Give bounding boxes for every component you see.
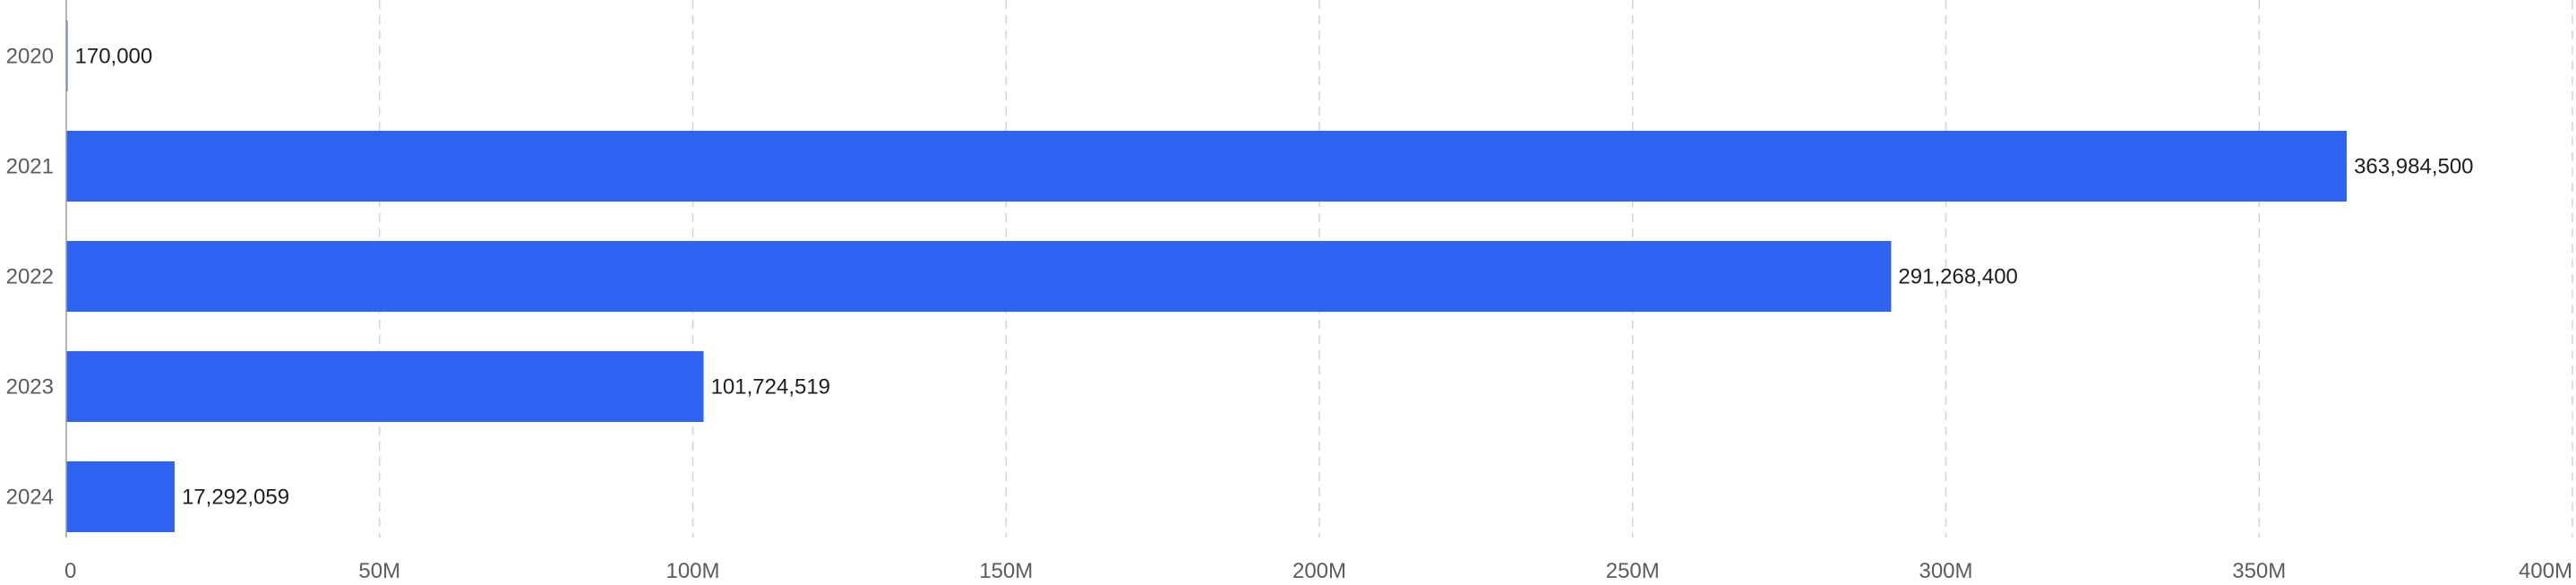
- bar-2024: [66, 461, 175, 532]
- x-tick-label: 350M: [2232, 559, 2286, 581]
- data-label: 363,984,500: [2354, 155, 2473, 179]
- x-tick-label: 400M: [2519, 559, 2572, 581]
- bar-2021: [66, 131, 2348, 202]
- bar-2023: [66, 351, 704, 422]
- bars: [66, 21, 2348, 532]
- y-tick-label: 2021: [6, 155, 54, 179]
- x-tick-label: 0: [64, 559, 76, 581]
- x-tick-label: 200M: [1292, 559, 1346, 581]
- x-tick-label: 250M: [1606, 559, 1660, 581]
- grid-lines: [379, 0, 2573, 538]
- x-tick-label: 50M: [358, 559, 400, 581]
- y-tick-label: 2024: [6, 486, 54, 510]
- x-tick-label: 100M: [665, 559, 719, 581]
- y-tick-label: 2020: [6, 45, 54, 69]
- data-label: 291,268,400: [1898, 265, 2017, 289]
- y-tick-label: 2022: [6, 265, 54, 289]
- axes: 0 50M 100M 150M 200M 250M 300M 350M 400M 2020 2021…: [6, 0, 2572, 583]
- data-label: 101,724,519: [711, 375, 830, 400]
- y-tick-label: 2023: [6, 375, 54, 400]
- data-label: 17,292,059: [182, 486, 289, 510]
- data-labels: 170,000 363,984,500 291,268,400 101,724,519…: [75, 45, 2474, 510]
- bar-2022: [66, 241, 1892, 312]
- x-tick-label: 300M: [1919, 559, 1972, 581]
- data-label: 170,000: [75, 45, 153, 69]
- x-tick-label: 150M: [979, 559, 1033, 581]
